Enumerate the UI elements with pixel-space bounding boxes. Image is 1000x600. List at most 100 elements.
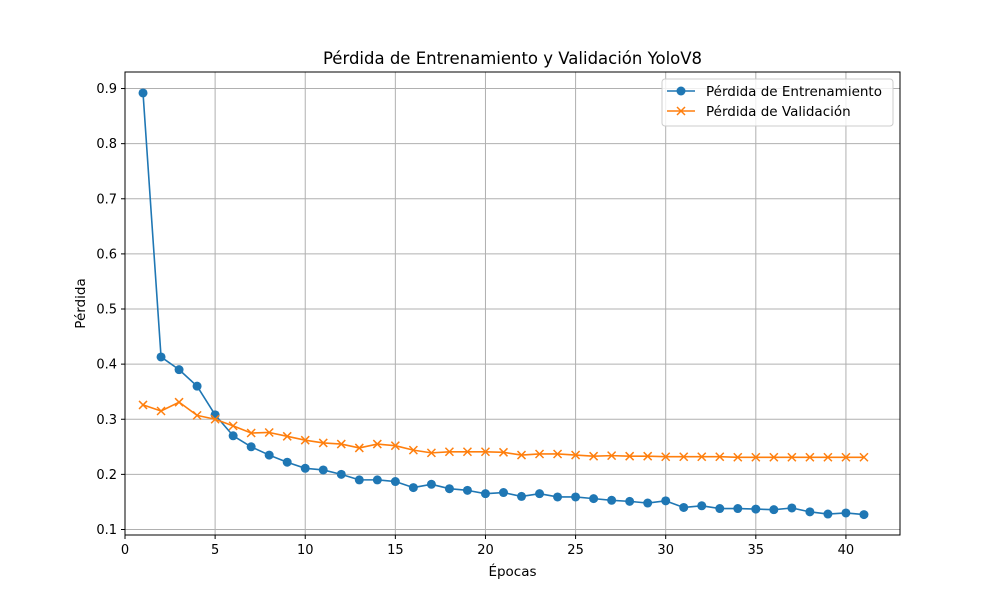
legend-marker-validation bbox=[676, 106, 686, 116]
data-point bbox=[246, 442, 256, 452]
data-point bbox=[643, 451, 653, 461]
y-tick-label: 0.5 bbox=[96, 303, 117, 318]
data-point bbox=[408, 483, 418, 493]
y-tick-label: 0.9 bbox=[96, 82, 117, 97]
y-axis-label: Pérdida bbox=[73, 278, 89, 328]
x-tick-label: 0 bbox=[121, 543, 129, 558]
data-point bbox=[823, 509, 833, 519]
y-tick-label: 0.2 bbox=[96, 468, 117, 483]
data-point bbox=[787, 452, 797, 462]
x-tick-label: 5 bbox=[211, 543, 219, 558]
data-point bbox=[390, 441, 400, 451]
data-point bbox=[300, 435, 310, 445]
x-tick-label: 20 bbox=[477, 543, 494, 558]
legend-box bbox=[661, 78, 894, 127]
data-point bbox=[138, 88, 148, 98]
data-point bbox=[426, 448, 436, 458]
data-point bbox=[841, 452, 851, 462]
series-validation bbox=[138, 397, 869, 462]
data-point bbox=[372, 475, 382, 485]
data-point bbox=[535, 449, 545, 459]
data-point bbox=[408, 445, 418, 455]
y-tick-label: 0.1 bbox=[96, 523, 117, 538]
data-point bbox=[498, 488, 508, 498]
data-point bbox=[805, 452, 815, 462]
data-point bbox=[571, 492, 581, 502]
data-point bbox=[300, 463, 310, 473]
data-point bbox=[715, 452, 725, 462]
axis-ticks: 0 5 10 15 20 25 30 35 40 0.1 0.2 0.3 0.4 0.5 0.6 0.7 0.8… bbox=[96, 82, 854, 558]
data-point bbox=[480, 447, 490, 457]
data-point bbox=[282, 457, 292, 467]
data-point bbox=[805, 507, 815, 517]
data-point bbox=[444, 447, 454, 457]
data-point bbox=[607, 451, 617, 461]
data-point bbox=[787, 503, 797, 513]
data-point bbox=[498, 447, 509, 457]
legend-label-training: Pérdida de Entrenamiento bbox=[706, 84, 882, 100]
data-point bbox=[174, 397, 184, 407]
data-point bbox=[246, 428, 256, 438]
data-point bbox=[679, 502, 689, 512]
data-point bbox=[156, 352, 166, 362]
data-point bbox=[697, 501, 707, 511]
data-point bbox=[643, 498, 653, 508]
data-point bbox=[210, 414, 220, 424]
data-point bbox=[156, 406, 166, 416]
y-tick-label: 0.4 bbox=[96, 358, 117, 373]
data-point bbox=[553, 449, 563, 459]
data-point bbox=[589, 494, 599, 504]
data-point bbox=[174, 365, 184, 375]
data-point bbox=[751, 504, 761, 514]
data-point bbox=[192, 410, 202, 420]
data-point bbox=[462, 447, 472, 457]
data-point bbox=[336, 439, 346, 449]
data-point bbox=[589, 451, 599, 461]
series-layer bbox=[138, 88, 869, 520]
data-point bbox=[480, 489, 490, 499]
x-tick-label: 15 bbox=[387, 543, 404, 558]
x-tick-label: 35 bbox=[748, 543, 765, 558]
data-point bbox=[390, 477, 400, 487]
plot-frame bbox=[124, 71, 901, 536]
data-point bbox=[354, 443, 364, 453]
data-point bbox=[679, 452, 689, 462]
data-point bbox=[264, 427, 274, 438]
data-point bbox=[318, 438, 328, 448]
data-point bbox=[571, 450, 581, 460]
x-tick-label: 30 bbox=[657, 543, 674, 558]
grid bbox=[124, 72, 900, 535]
data-point bbox=[607, 495, 617, 505]
data-point bbox=[282, 431, 292, 441]
legend-marker-training bbox=[676, 86, 686, 96]
data-point bbox=[715, 504, 725, 514]
data-point bbox=[517, 491, 527, 501]
data-point bbox=[697, 452, 707, 462]
series-training bbox=[138, 88, 869, 520]
data-point bbox=[823, 452, 833, 462]
data-point bbox=[751, 452, 761, 462]
data-point bbox=[661, 452, 671, 462]
legend: Pérdida de Entrenamiento Pérdida de Vali… bbox=[661, 78, 894, 127]
data-point bbox=[354, 475, 364, 485]
data-point bbox=[192, 381, 202, 391]
data-point bbox=[661, 496, 671, 506]
y-tick-label: 0.3 bbox=[96, 413, 117, 428]
data-point bbox=[841, 508, 851, 518]
data-point bbox=[769, 505, 779, 515]
data-point bbox=[769, 452, 779, 462]
data-point bbox=[516, 450, 527, 460]
data-point bbox=[859, 452, 869, 462]
data-point bbox=[228, 431, 238, 441]
data-point bbox=[625, 451, 635, 461]
chart-title: Pérdida de Entrenamiento y Validación Yo… bbox=[323, 49, 702, 68]
data-point bbox=[336, 469, 346, 479]
data-point bbox=[372, 439, 382, 449]
data-point bbox=[138, 400, 148, 410]
data-point bbox=[426, 479, 436, 489]
data-point bbox=[462, 485, 472, 495]
data-point bbox=[625, 496, 635, 506]
x-axis-label: Épocas bbox=[488, 563, 536, 580]
data-point bbox=[859, 510, 869, 520]
